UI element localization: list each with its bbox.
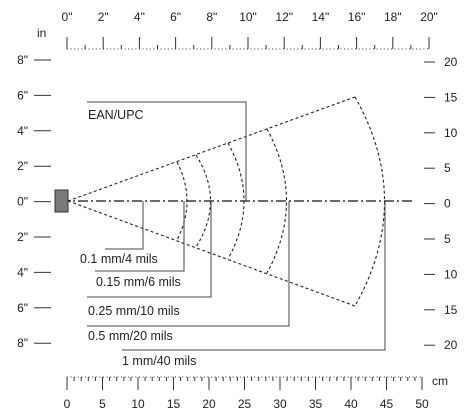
right-scale-label: 5 bbox=[444, 232, 451, 246]
label-0-1mm: 0.1 mm/4 mils bbox=[80, 252, 158, 266]
top-ruler-label: 4" bbox=[134, 10, 145, 24]
bottom-ruler-label: 35 bbox=[309, 397, 323, 411]
label-ean-upc: EAN/UPC bbox=[88, 108, 144, 122]
top-ruler-label: 14" bbox=[312, 10, 330, 24]
inch-unit-label: in bbox=[37, 26, 46, 40]
cm-unit-label: cm bbox=[432, 374, 448, 388]
bottom-ruler-label: 30 bbox=[273, 397, 287, 411]
leader-0-25mm bbox=[87, 201, 212, 298]
bottom-ruler-label: 50 bbox=[415, 397, 429, 411]
left-scale-label: 8" bbox=[17, 336, 28, 350]
bottom-ruler-label: 10 bbox=[131, 397, 145, 411]
top-ruler-label: 10" bbox=[239, 10, 257, 24]
range-arc-1mm bbox=[354, 96, 386, 307]
left-scale-label: 2" bbox=[17, 159, 28, 173]
right-scale-label: 20 bbox=[444, 55, 458, 69]
bottom-ruler-label: 5 bbox=[99, 397, 106, 411]
right-scale-label: 0 bbox=[444, 197, 451, 211]
scanner-icon bbox=[54, 189, 69, 213]
leader-0-15mm bbox=[95, 201, 185, 272]
label-0-15mm: 0.15 mm/6 mils bbox=[96, 275, 181, 289]
left-scale-label: 4" bbox=[17, 265, 28, 279]
left-scale-label: 6" bbox=[17, 88, 28, 102]
label-1mm: 1 mm/40 mils bbox=[122, 354, 196, 368]
label-0-25mm: 0.25 mm/10 mils bbox=[88, 304, 180, 318]
bottom-ruler-label: 15 bbox=[167, 397, 181, 411]
range-arc-0-25mm bbox=[195, 154, 211, 248]
right-cm-scale: 20 15 10 5 0 5 10 15 20 bbox=[424, 55, 458, 352]
right-scale-label: 15 bbox=[444, 303, 458, 317]
top-ruler-label: 16" bbox=[348, 10, 366, 24]
top-ruler-label: 8" bbox=[206, 10, 217, 24]
bottom-ruler-label: 20 bbox=[202, 397, 216, 411]
cone-upper-edge bbox=[67, 96, 356, 202]
right-scale-label: 15 bbox=[444, 90, 458, 104]
bottom-ruler-label: 45 bbox=[380, 397, 394, 411]
range-arc-0-5mm bbox=[266, 128, 287, 274]
bottom-ruler-label: 0 bbox=[64, 397, 71, 411]
bottom-cm-ruler: 0 5 10 15 20 25 30 35 40 45 50 bbox=[64, 376, 429, 411]
left-scale-label: 4" bbox=[17, 124, 28, 138]
right-scale-label: 20 bbox=[444, 338, 458, 352]
leader-1mm bbox=[122, 201, 386, 351]
left-scale-label: 2" bbox=[17, 230, 28, 244]
label-0-5mm: 0.5 mm/20 mils bbox=[88, 329, 173, 343]
left-inch-scale: 8" 6" 4" 2" 0" 2" 4" 6" 8" bbox=[17, 53, 51, 350]
bottom-ruler-label: 40 bbox=[344, 397, 358, 411]
bottom-ruler-label: 25 bbox=[238, 397, 252, 411]
scan-field bbox=[54, 96, 413, 351]
top-ruler-label: 0" bbox=[62, 10, 73, 24]
right-scale-label: 10 bbox=[444, 267, 458, 281]
right-scale-label: 5 bbox=[444, 161, 451, 175]
top-ruler-label: 2" bbox=[98, 10, 109, 24]
top-inch-ruler: 0" 2" 4" 6" 8" 10" 12" 14" 16" 18" 20" bbox=[62, 10, 438, 50]
cone-lower-edge bbox=[67, 200, 356, 307]
top-ruler-label: 6" bbox=[170, 10, 181, 24]
leader-0-1mm bbox=[105, 201, 144, 250]
top-ruler-label: 12" bbox=[275, 10, 293, 24]
leader-0-5mm bbox=[87, 201, 290, 327]
right-scale-label: 10 bbox=[444, 126, 458, 140]
left-scale-label: 0" bbox=[17, 195, 28, 209]
leader-ean-upc bbox=[87, 101, 247, 201]
left-scale-label: 6" bbox=[17, 301, 28, 315]
top-ruler-label: 20" bbox=[420, 10, 438, 24]
left-scale-label: 8" bbox=[17, 53, 28, 67]
top-ruler-label: 18" bbox=[384, 10, 402, 24]
